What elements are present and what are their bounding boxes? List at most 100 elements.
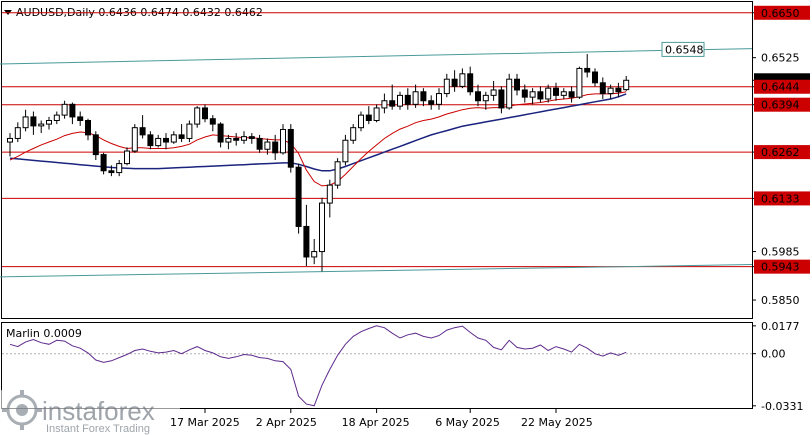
candle (241, 131, 247, 144)
candle-body-bull (576, 67, 583, 98)
y-tick-0.6525: 0.6525 (752, 52, 800, 65)
candle (350, 124, 357, 144)
y-level-badge (754, 5, 810, 20)
candle-body-bear (92, 134, 99, 156)
y-tick-label: 0.5850 (761, 294, 800, 307)
candle (389, 84, 396, 110)
ma-fast-line (9, 91, 627, 187)
candle-body-bear (599, 82, 606, 95)
y-tick-label: 0.6394 (761, 99, 800, 112)
candle (365, 106, 372, 125)
channel-line-2 (0, 264, 753, 278)
y-tick-label: 0.6525 (761, 52, 800, 65)
candle (225, 134, 232, 150)
time-axis: 17 Mar 2025 2 Apr 2025 18 Apr 2025 6 May 20… (170, 409, 593, 429)
candle (334, 158, 341, 189)
indicator-title: Marlin 0.0009 (6, 327, 82, 340)
channel-lines (0, 48, 753, 278)
candle (295, 163, 302, 234)
candle-body-bear (178, 134, 185, 139)
candle-body-bull (22, 116, 29, 129)
candle-body-bear (202, 107, 208, 120)
marlin-indicator: 0.0177 0.00 -0.0331 (2, 320, 803, 413)
candle (14, 122, 21, 143)
candle-body-bear (272, 141, 279, 154)
candle-body-bull (381, 100, 388, 109)
candle (397, 91, 403, 110)
candle-body-bull (506, 78, 513, 109)
candle (124, 147, 130, 166)
y-tick-0.5850: 0.5850 (752, 294, 800, 307)
y-tick-label: 0.6133 (761, 192, 800, 205)
y-tick-label: 0.5985 (761, 246, 800, 259)
candle-body-bear (521, 89, 528, 98)
candle (92, 131, 99, 160)
candle-body-bull (334, 161, 341, 186)
candle (490, 81, 497, 101)
candle (553, 82, 559, 101)
candle-body-bull (61, 103, 68, 116)
candle-body-bear (217, 123, 224, 143)
candle-body-bear (295, 166, 302, 227)
candle (303, 204, 310, 266)
y-level-badge (754, 97, 810, 112)
candle-body-bull (124, 150, 130, 165)
candle-body-bull (46, 120, 52, 125)
candle-body-bull (545, 87, 552, 100)
candle-body-bear (147, 134, 154, 147)
candle-body-bull (131, 127, 138, 152)
x-tick-label: 18 Apr 2025 (342, 416, 410, 429)
candle (560, 88, 567, 99)
candle-body-bear (100, 154, 107, 172)
marlin-line (9, 325, 627, 407)
candle (576, 66, 583, 99)
candle (436, 88, 442, 110)
y-tick-label: 0.5943 (761, 261, 800, 274)
candle-body-bear (404, 94, 411, 105)
candle (108, 165, 115, 177)
candle-body-bull (194, 107, 201, 125)
candle (61, 100, 68, 119)
candle-body-bull (14, 127, 21, 139)
candle-body-bear (209, 118, 216, 125)
candle-body-bear (139, 127, 146, 136)
candles (7, 54, 630, 272)
candle (498, 86, 505, 114)
candle-body-bull (623, 79, 630, 91)
candle (30, 111, 37, 135)
candle-body-bull (319, 202, 325, 253)
candle-body-bull (280, 128, 286, 154)
candle (607, 84, 614, 99)
candle (537, 86, 544, 103)
candle (506, 73, 513, 110)
candle (280, 124, 286, 155)
candle-body-bear (514, 78, 520, 91)
candle (592, 68, 598, 87)
candle-body-bull (264, 141, 271, 150)
candle (311, 239, 318, 265)
candle (155, 134, 162, 148)
candle (568, 86, 575, 103)
candle (514, 73, 520, 96)
candle-body-bear (615, 87, 622, 93)
candle (116, 160, 123, 177)
candle (287, 124, 294, 173)
candle (358, 111, 364, 132)
watermark-brand: instaforex (42, 396, 155, 426)
watermark: instaforex Instant Forex Trading (0, 390, 180, 435)
candle (202, 104, 208, 123)
candle-body-bear (256, 137, 263, 150)
candle (482, 91, 489, 110)
y-tick-0.6262: 0.6262 (752, 145, 810, 160)
candle-body-bull (397, 94, 403, 107)
candle-body-bull (607, 87, 614, 95)
candle (272, 134, 279, 160)
candle-body-bull (38, 123, 45, 127)
candle-body-bull (459, 73, 466, 87)
candle-body-bear (584, 67, 591, 73)
candle-body-bear (475, 91, 481, 102)
candle (209, 115, 216, 132)
candle (428, 95, 435, 110)
candle (170, 131, 177, 144)
candle-body-bull (482, 94, 489, 102)
